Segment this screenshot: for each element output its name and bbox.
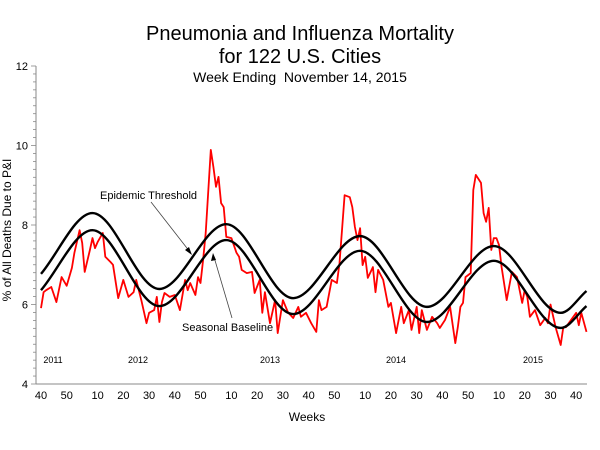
chart-title-line2: for 122 U.S. Cities — [219, 46, 381, 68]
series-group — [40, 149, 588, 346]
x-tick-label: 30 — [411, 390, 423, 402]
x-tick-label: 20 — [251, 390, 263, 402]
x-tick-label: 50 — [462, 390, 474, 402]
x-tick-label: 10 — [493, 390, 505, 402]
x-tick-label: 30 — [277, 390, 289, 402]
x-tick-label: 50 — [194, 390, 206, 402]
x-tick-label: 20 — [385, 390, 397, 402]
x-tick-label: 40 — [169, 390, 181, 402]
x-tick-label: 50 — [61, 390, 73, 402]
year-label-2014: 2014 — [386, 355, 406, 365]
year-label-2011: 2011 — [43, 355, 62, 365]
x-axis-label: Weeks — [289, 410, 325, 424]
year-label-2013: 2013 — [260, 355, 280, 365]
x-tick-label: 30 — [143, 390, 155, 402]
y-axis-label: % of All Deaths Due to P&I — [0, 159, 14, 302]
x-tick-label: 20 — [117, 390, 129, 402]
series-line-threshold — [40, 211, 588, 315]
y-axis-ticks: 4 6 8 10 12 — [16, 61, 36, 391]
x-tick-label: 30 — [544, 390, 556, 402]
arrowhead-baseline-icon — [211, 253, 216, 261]
y-tick-label: 6 — [22, 300, 28, 312]
x-axis-ticks: 40 50 10 20 30 40 50 10 20 30 40 50 10 20 30 40 50 10 20 30… — [35, 390, 582, 402]
x-tick-label: 40 — [436, 390, 448, 402]
annotation-arrow-threshold — [150, 201, 191, 253]
annotation-epidemic-threshold: Epidemic Threshold — [100, 190, 197, 202]
y-tick-label: 12 — [16, 61, 28, 73]
series-line-observed — [40, 149, 588, 346]
year-label-2012: 2012 — [128, 355, 148, 365]
x-tick-label: 40 — [570, 390, 582, 402]
annotation-arrow-baseline — [213, 256, 233, 319]
chart-title: Pneumonia and Influenza Mortality — [146, 23, 454, 45]
x-tick-label: 10 — [91, 390, 103, 402]
year-label-2015: 2015 — [523, 355, 543, 365]
y-tick-label: 4 — [22, 379, 28, 391]
annotation-seasonal-baseline: Seasonal Baseline — [182, 322, 273, 334]
x-tick-label: 40 — [302, 390, 314, 402]
x-tick-label: 40 — [35, 390, 47, 402]
x-tick-label: 50 — [328, 390, 340, 402]
year-labels: 2011 2012 2013 2014 2015 — [43, 355, 543, 365]
x-tick-label: 10 — [359, 390, 371, 402]
arrowhead-threshold-icon — [185, 247, 192, 255]
y-tick-label: 10 — [16, 141, 28, 153]
x-tick-label: 20 — [519, 390, 531, 402]
x-tick-label: 10 — [225, 390, 237, 402]
chart-subtitle: Week Ending November 14, 2015 — [193, 69, 407, 85]
y-tick-label: 8 — [22, 220, 28, 232]
series-line-baseline — [40, 228, 588, 330]
